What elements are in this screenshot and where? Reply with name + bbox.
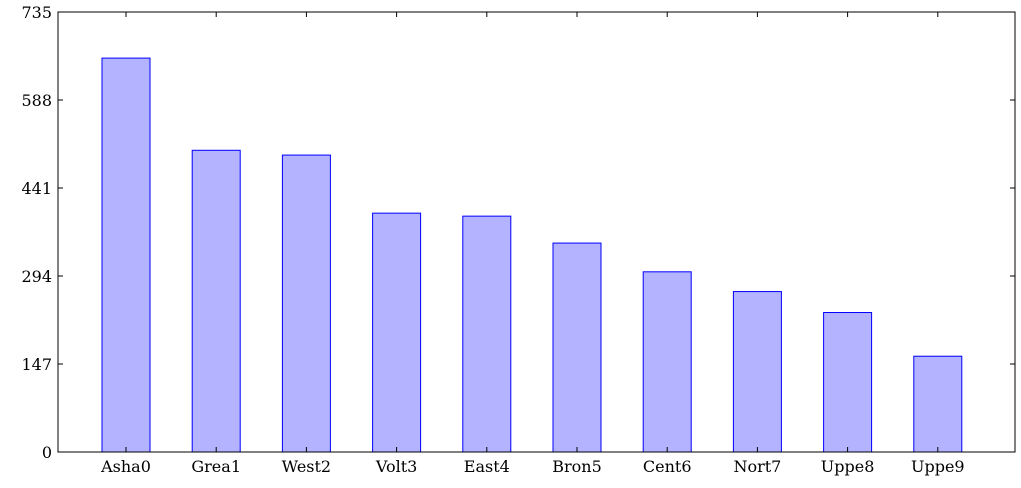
y-axis-ticks: 0 147 294 441 588 735 [21,3,1015,462]
bar-asha0 [101,57,151,453]
x-tick-label: East4 [464,457,510,476]
y-tick-label: 735 [21,3,52,22]
bar-volt3 [372,212,422,453]
y-tick-label: 147 [21,355,52,374]
x-tick-label: Volt3 [375,457,417,476]
bar-cent6 [642,271,692,453]
plot-frame [57,11,1016,453]
x-axis-ticks: Asha0 Grea1 West2 Volt3 East4 Bron5 Cent6 Nort7… [100,12,965,476]
x-tick-label: Bron5 [552,457,602,476]
bar-east4 [462,215,512,453]
y-tick-label: 441 [21,179,52,198]
x-tick-label: Grea1 [191,457,241,476]
y-tick-label: 588 [21,91,52,110]
x-tick-label: West2 [282,457,331,476]
bar-uppe9 [913,355,963,453]
bar-west2 [281,154,331,453]
bar-series [101,57,963,453]
bar-bron5 [552,242,602,453]
bar-nort7 [732,291,782,453]
x-tick-label: Asha0 [100,457,151,476]
bar-grea1 [191,149,241,453]
x-tick-label: Uppe9 [911,457,965,476]
bar-uppe8 [823,312,873,453]
y-tick-label: 0 [42,443,52,462]
x-tick-label: Uppe8 [821,457,875,476]
y-tick-label: 294 [21,267,52,286]
x-tick-label: Nort7 [733,457,781,476]
x-tick-label: Cent6 [643,457,692,476]
